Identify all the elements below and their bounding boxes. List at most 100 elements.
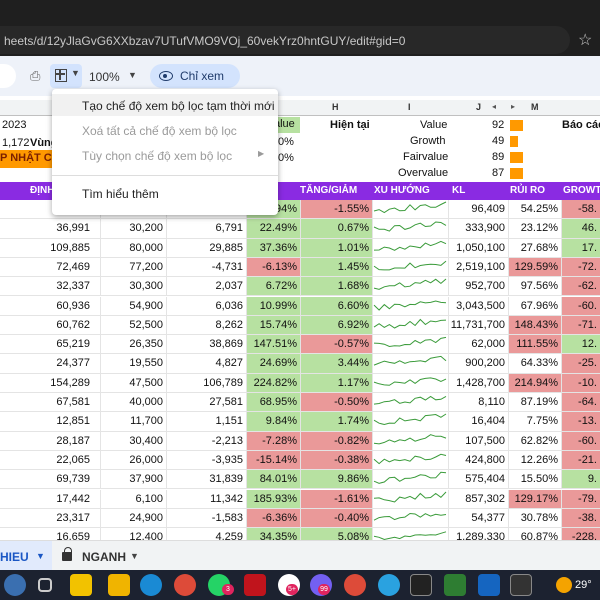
cell-gia-dinh-gia[interactable]: 60,936 [56,299,90,312]
edge-icon[interactable] [140,574,162,596]
cell-tang-giam[interactable]: 0.67% [300,219,372,238]
cell-chenh-lech[interactable]: 31,839 [209,473,243,486]
cell-gia-hien-tai[interactable]: 40,000 [129,396,163,408]
cell-kl[interactable]: 575,404 [465,473,505,486]
cell-chenh-lech[interactable]: 6,036 [215,299,243,312]
cell-rui-ro[interactable]: 64.33% [520,357,558,370]
cell-chenh-lech[interactable]: -3,935 [211,453,243,466]
chrome-icon[interactable] [344,574,366,596]
cell-gia-hien-tai[interactable]: 80,000 [129,241,163,254]
cell-tiem-nang[interactable]: -6.13% [246,257,300,277]
cell-kl[interactable]: 8,110 [478,396,505,408]
cell-growth[interactable]: -10. [561,373,600,392]
menu-item-create-temp-filter-view[interactable]: Tạo chế độ xem bộ lọc tạm thời mới [82,99,275,113]
cell-kl[interactable]: 3,043,500 [456,299,505,312]
cell-chenh-lech[interactable]: 4,827 [215,357,243,370]
bookmark-star-icon[interactable]: ☆ [578,32,593,49]
weather-icon[interactable] [556,577,572,593]
sparkline[interactable] [372,374,448,392]
cell-chenh-lech[interactable]: 106,789 [203,376,243,389]
cell-tang-giam[interactable]: 1.17% [300,373,372,392]
cell-kl[interactable]: 1,050,100 [456,241,505,254]
cell-chenh-lech[interactable]: 27,581 [209,396,243,408]
cell-tiem-nang[interactable]: 84.01% [246,470,300,489]
search-pill[interactable] [0,64,16,88]
cell-growth[interactable]: -64. [561,393,600,412]
cell-tang-giam[interactable]: 1.01% [300,238,372,257]
cell-growth[interactable]: -79. [561,489,600,508]
cell-tang-giam[interactable]: 1.45% [300,257,372,277]
cell-gia-dinh-gia[interactable]: 72,469 [56,260,90,273]
cell-tang-giam[interactable]: -0.82% [300,431,372,450]
cell-gia-dinh-gia[interactable]: 12,851 [56,415,90,428]
cell-tang-giam[interactable]: 9.86% [300,470,372,489]
telegram-icon[interactable] [378,574,400,596]
cell-rui-ro[interactable]: 129.59% [508,257,561,277]
cell-rui-ro[interactable]: 87.19% [520,396,558,408]
cell-kl[interactable]: 62,000 [471,338,505,351]
cell-growth[interactable]: -13. [561,412,600,431]
cell-growth[interactable]: -62. [561,277,600,296]
cell-chenh-lech[interactable]: -4,731 [211,260,243,273]
address-field[interactable] [0,26,570,54]
cell-tang-giam[interactable]: 1.68% [300,277,372,296]
cell-kl[interactable]: 107,500 [465,434,505,447]
cell-tiem-nang[interactable]: 9.84% [246,412,300,431]
cell-tang-giam[interactable]: 6.92% [300,315,372,335]
cell-chenh-lech[interactable]: 2,037 [215,280,243,293]
cell-gia-dinh-gia[interactable]: 23,317 [56,511,90,524]
cell-tiem-nang[interactable]: 22.49% [246,219,300,238]
cell-growth[interactable]: -72. [561,257,600,277]
cell-tiem-nang[interactable]: -7.28% [246,431,300,450]
cell-chenh-lech[interactable]: -1,583 [211,511,243,524]
cell-gia-dinh-gia[interactable]: 65,219 [56,338,90,351]
chevron-down-icon[interactable]: ▼ [130,551,139,561]
column-header-h[interactable]: H [332,102,339,112]
cell-chenh-lech[interactable]: 1,151 [215,415,243,428]
sparkline[interactable] [372,412,448,430]
cell-kl[interactable]: 857,302 [465,492,505,505]
cell-rui-ro[interactable]: 54.25% [520,203,558,215]
cell-tang-giam[interactable]: -1.55% [300,200,372,219]
cell-chenh-lech[interactable]: 38,869 [209,338,243,351]
cell-tiem-nang[interactable]: 185.93% [246,489,300,508]
capcut-icon[interactable] [410,574,432,596]
cell-gia-hien-tai[interactable]: 77,200 [129,260,163,273]
cell-gia-dinh-gia[interactable]: 28,187 [56,434,90,447]
sparkline[interactable] [372,200,448,218]
cell-kl[interactable]: 54,377 [471,511,505,524]
cell-growth[interactable]: 12. [561,335,600,354]
cell-kl[interactable]: 952,700 [465,280,505,293]
url-text[interactable]: heets/d/12yJlaGvG6XXbzav7UTufVMO9VOj_60v… [4,34,406,48]
cell-rui-ro[interactable]: 97.56% [520,280,558,293]
sparkline[interactable] [372,354,448,372]
sparkline[interactable] [372,509,448,527]
cell-growth[interactable]: -21. [561,450,600,470]
cell-tang-giam[interactable]: 3.44% [300,354,372,373]
filter-view-button[interactable]: ▼ [50,64,82,88]
cell-tiem-nang[interactable]: 37.36% [246,238,300,257]
cell-gia-dinh-gia[interactable]: 32,337 [56,280,90,293]
print-icon[interactable]: ⎙ [30,68,41,83]
cell-rui-ro[interactable]: 30.78% [520,511,558,524]
cell-tiem-nang[interactable]: 6.72% [246,277,300,296]
cell-tiem-nang[interactable]: 15.74% [246,315,300,335]
sparkline[interactable] [372,219,448,237]
cell-gia-hien-tai[interactable]: 30,400 [129,434,163,447]
cell-gia-hien-tai[interactable]: 24,900 [129,511,163,524]
cell-tiem-nang[interactable]: 10.99% [246,296,300,315]
column-header-m[interactable]: M [531,102,539,112]
scroll-left-icon[interactable]: ◂ [492,102,497,111]
menu-item-filter-view-options[interactable]: Tùy chọn chế độ xem bộ lọc [82,149,233,163]
sparkline[interactable] [372,335,448,353]
sheet-tab-hieu[interactable]: HIEU ▼ [0,541,52,571]
cell-growth[interactable]: -60. [561,431,600,450]
cell-gia-dinh-gia[interactable]: 69,739 [56,473,90,486]
menu-item-delete-all-filter-views[interactable]: Xoá tất cả chế độ xem bộ lọc [82,124,237,138]
cell-tang-giam[interactable]: -0.40% [300,508,372,528]
sparkline[interactable] [372,297,448,315]
cell-gia-hien-tai[interactable]: 19,550 [129,357,163,370]
cell-gia-hien-tai[interactable]: 26,000 [129,453,163,466]
cell-gia-dinh-gia[interactable]: 60,762 [56,318,90,331]
cell-kl[interactable]: 11,731,700 [450,318,505,331]
